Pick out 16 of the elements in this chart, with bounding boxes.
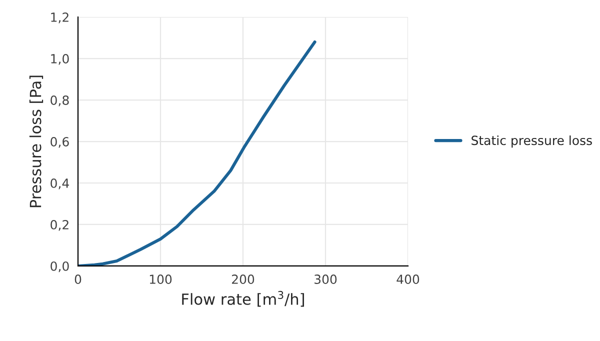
y-axis-title: Pressure loss [Pa] — [29, 76, 44, 208]
y-tick-label: 0,8 — [50, 96, 69, 106]
x-tick-label: 100 — [150, 274, 172, 284]
y-tick-label: 0,6 — [50, 136, 69, 148]
y-tick-label: 0,0 — [50, 261, 69, 272]
line-series — [78, 40, 316, 266]
x-tick-label: 200 — [232, 274, 254, 284]
x-tick-label: 0 — [74, 274, 82, 284]
y-tick-label: 0,2 — [50, 220, 68, 231]
x-tick-label: 400 — [396, 274, 420, 284]
y-tick-label: 1,2 — [51, 12, 68, 24]
y-tick-label: 0,4 — [50, 178, 69, 190]
y-tick-label: 1,0 — [51, 54, 69, 65]
legend-label: Static pressure loss — [472, 135, 592, 148]
x-tick-label: 300 — [314, 274, 337, 284]
x-axis-title: Flow rate [m$^{3}$/h] — [182, 290, 304, 307]
